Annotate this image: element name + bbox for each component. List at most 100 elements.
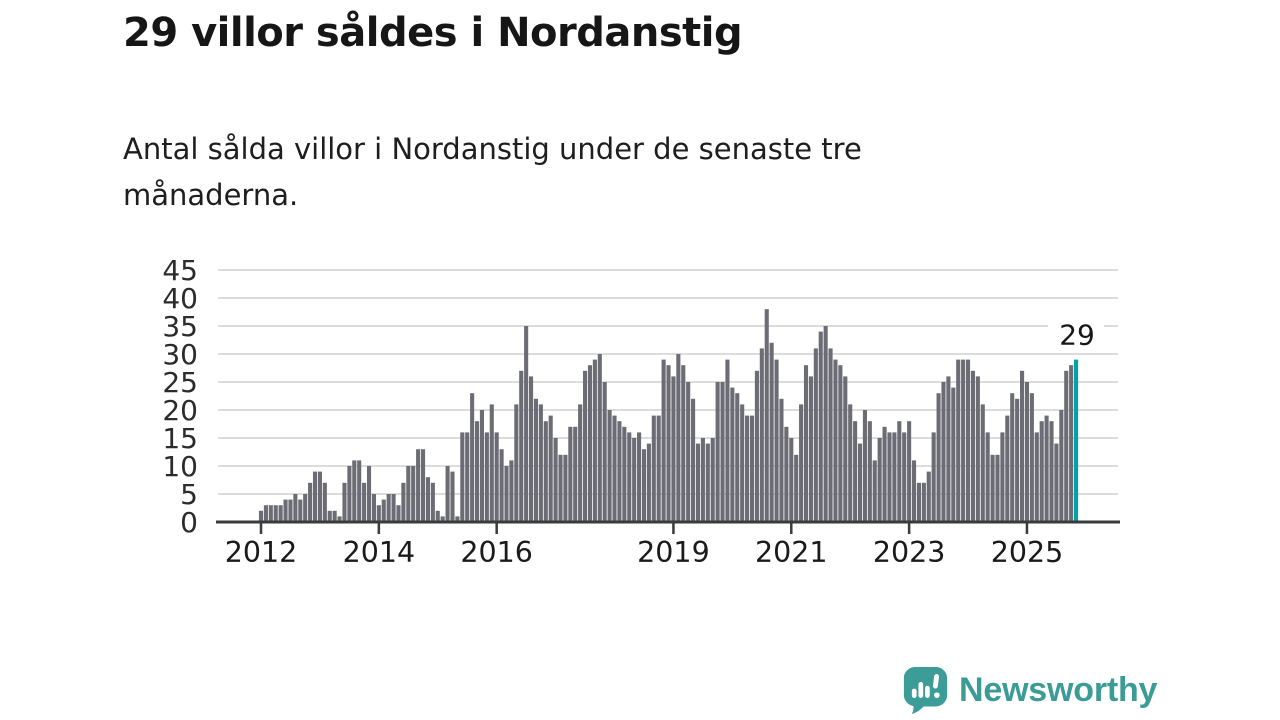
bar [288,499,293,522]
bar [651,415,656,522]
bar [1039,421,1044,522]
bar [357,460,362,522]
bar [823,326,828,522]
bar [474,421,480,522]
bar [435,510,440,522]
bar [445,466,450,522]
bar [632,438,637,522]
bar [416,449,421,522]
bar [430,482,435,522]
bar [661,359,666,522]
bar [995,454,1000,522]
bar [293,494,298,522]
bar [740,404,745,522]
bar [366,466,372,522]
bar [1000,432,1005,522]
bar [735,393,740,522]
bar [686,382,691,522]
bar [298,499,303,522]
bar [489,404,494,522]
bar [637,432,642,522]
bar [460,432,465,522]
bar [499,449,504,522]
bar [617,421,622,522]
bar [420,449,426,522]
bar [980,404,985,522]
bar [911,460,917,522]
bar [455,516,460,522]
bar [946,376,951,522]
bar [308,482,313,522]
bar [666,365,671,522]
bar [627,432,632,522]
highlighted-bar [1074,359,1079,522]
bar [965,359,971,522]
bar [656,415,661,522]
bar [779,398,784,522]
newsworthy-logo: Newsworthy [902,665,1157,715]
bar [1029,393,1034,522]
bar [514,404,519,522]
newsworthy-speech-bubble-chart-icon [903,666,948,714]
x-axis-tick-label: 2019 [637,536,710,569]
bar [1044,415,1049,522]
x-axis-tick-label: 2012 [225,536,298,569]
bar [1034,432,1039,522]
bar [465,432,470,522]
bar [774,359,779,522]
bar [1005,415,1010,522]
y-axis-tick-label: 35 [162,310,198,343]
bar [258,510,264,522]
bar [764,309,769,522]
bar [857,443,863,522]
bar [700,438,705,522]
bar [612,415,617,522]
bar [813,348,818,522]
bar [720,382,725,522]
bar [784,426,789,522]
bar [803,365,809,522]
y-axis-tick-label: 5 [180,478,198,511]
bar [676,354,681,522]
bar [278,505,283,522]
bar [1010,393,1015,522]
bar [646,443,651,522]
bar [362,482,367,522]
bar [921,482,926,522]
y-axis-tick-label: 40 [162,282,198,315]
bar [1064,370,1069,522]
bar [872,460,877,522]
bar [519,370,524,522]
bar [263,505,268,522]
bar [543,421,548,522]
bar [332,510,337,522]
x-axis-tick-label: 2016 [460,536,533,569]
bar [381,499,386,522]
bar [568,426,573,522]
bar [916,482,921,522]
bar [799,404,804,522]
bar [671,376,676,522]
bar [843,376,848,522]
bar [312,471,318,522]
bar [808,376,813,522]
bar [553,438,558,522]
bar [902,432,907,522]
bar [602,382,607,522]
bar [1024,382,1030,522]
bar [710,438,715,522]
bar [838,365,843,522]
bar [273,505,278,522]
bar [1059,410,1064,522]
bar [317,471,322,522]
bar [425,477,430,522]
bar [406,466,411,522]
bar [985,432,990,522]
sales-bar-chart: 0 5 10 15 20 25 30 35 40 45 2012 2014 2016 2019 2021 20… [150,253,1130,583]
bar [1054,443,1059,522]
bar [892,432,897,522]
y-axis-tick-label: 10 [162,450,198,483]
bar [754,370,759,522]
bar [951,387,956,522]
